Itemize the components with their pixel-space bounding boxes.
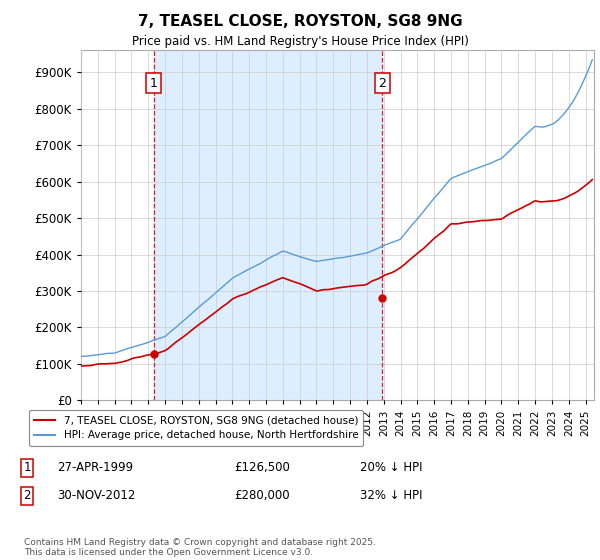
Text: 7, TEASEL CLOSE, ROYSTON, SG8 9NG: 7, TEASEL CLOSE, ROYSTON, SG8 9NG (137, 14, 463, 29)
Text: £280,000: £280,000 (234, 489, 290, 502)
Legend: 7, TEASEL CLOSE, ROYSTON, SG8 9NG (detached house), HPI: Average price, detached: 7, TEASEL CLOSE, ROYSTON, SG8 9NG (detac… (29, 410, 364, 446)
Text: 20% ↓ HPI: 20% ↓ HPI (360, 461, 422, 474)
Text: 30-NOV-2012: 30-NOV-2012 (57, 489, 136, 502)
Text: Price paid vs. HM Land Registry's House Price Index (HPI): Price paid vs. HM Land Registry's House … (131, 35, 469, 48)
Text: 2: 2 (23, 489, 31, 502)
Text: 32% ↓ HPI: 32% ↓ HPI (360, 489, 422, 502)
Bar (154, 50, 382, 400)
Text: 1: 1 (150, 77, 158, 90)
Text: 1: 1 (23, 461, 31, 474)
Text: 27-APR-1999: 27-APR-1999 (57, 461, 133, 474)
Text: 2: 2 (379, 77, 386, 90)
Text: Contains HM Land Registry data © Crown copyright and database right 2025.
This d: Contains HM Land Registry data © Crown c… (24, 538, 376, 557)
Text: £126,500: £126,500 (234, 461, 290, 474)
